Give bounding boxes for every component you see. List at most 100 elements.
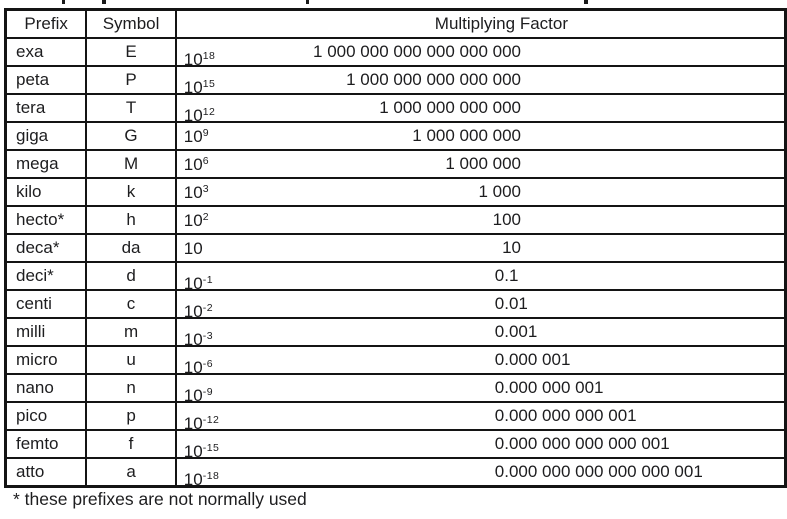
exponent: -2 bbox=[202, 302, 214, 315]
col-header-symbol: Symbol bbox=[85, 8, 177, 39]
factor-value: 0.000 000 001 bbox=[494, 378, 604, 397]
cropped-title-artifact bbox=[62, 0, 65, 4]
factor-value: 100 bbox=[492, 210, 521, 229]
prefix-cell: giga bbox=[4, 121, 88, 151]
factor-value: 0.000 000 000 000 001 bbox=[494, 434, 670, 453]
symbol-cell: M bbox=[85, 149, 177, 179]
col-header-prefix: Prefix bbox=[4, 8, 88, 39]
exponent: -3 bbox=[202, 330, 214, 343]
header-row: Prefix Symbol Multiplying Factor bbox=[4, 8, 787, 39]
multiplying-factor-cell: 1018 1 000 000 000 000 000 000 bbox=[174, 37, 787, 70]
table-row: pico p 10-12 0.000 000 000 001 bbox=[4, 401, 787, 432]
power-of-ten: 10-18 bbox=[183, 470, 220, 490]
multiplying-factor-cell: 10-12 0.000 000 000 001 bbox=[174, 401, 787, 432]
factor-value: 10 bbox=[502, 238, 521, 257]
symbol-cell: h bbox=[85, 205, 177, 235]
prefix-cell: tera bbox=[4, 93, 88, 123]
prefix-cell: deci* bbox=[4, 261, 88, 291]
prefix-cell: hecto* bbox=[4, 205, 88, 235]
power-of-ten: 10-3 bbox=[183, 330, 214, 350]
factor-value: 1 000 000 000 000 bbox=[379, 98, 521, 117]
table-row: kilo k 103 1 000 bbox=[4, 177, 787, 207]
power-of-ten: 10-6 bbox=[183, 358, 214, 378]
multiplying-factor-cell: 10-1 0.1 bbox=[174, 261, 787, 294]
table-row: giga G 109 1 000 000 000 bbox=[4, 121, 787, 151]
table-row: atto a 10-18 0.000 000 000 000 000 001 bbox=[4, 457, 787, 490]
power-of-ten: 10-9 bbox=[183, 386, 214, 406]
power-of-ten: 1018 bbox=[183, 50, 216, 70]
power-of-ten: 102 bbox=[183, 211, 210, 231]
table-row: hecto* h 102 100 bbox=[4, 205, 787, 235]
multiplying-factor-cell: 10-6 0.000 001 bbox=[174, 345, 787, 378]
power-of-ten: 109 bbox=[183, 127, 210, 147]
cropped-title-artifact bbox=[584, 0, 588, 4]
symbol-cell: k bbox=[85, 177, 177, 207]
cropped-title-artifact bbox=[102, 0, 106, 4]
factor-value: 1 000 000 000 000 000 000 bbox=[313, 42, 521, 61]
prefix-cell: pico bbox=[4, 401, 88, 431]
exponent: -12 bbox=[202, 414, 220, 427]
power-of-ten: 10-15 bbox=[183, 442, 220, 462]
exponent: -18 bbox=[202, 470, 220, 483]
table-row: peta P 1015 1 000 000 000 000 000 bbox=[4, 65, 787, 98]
factor-value: 1 000 000 000 000 000 bbox=[346, 70, 521, 89]
exponent: 3 bbox=[202, 183, 210, 196]
symbol-cell: G bbox=[85, 121, 177, 151]
multiplying-factor-cell: 10-2 0.01 bbox=[174, 289, 787, 322]
table-row: tera T 1012 1 000 000 000 000 bbox=[4, 93, 787, 126]
factor-value: 0.001 bbox=[494, 322, 538, 341]
prefix-cell: kilo bbox=[4, 177, 88, 207]
symbol-cell: P bbox=[85, 65, 177, 95]
table-header: Prefix Symbol Multiplying Factor bbox=[4, 8, 787, 39]
multiplying-factor-cell: 106 1 000 000 bbox=[174, 149, 787, 179]
si-prefix-table: Prefix Symbol Multiplying Factor exa E 101… bbox=[4, 8, 787, 488]
symbol-cell: f bbox=[85, 429, 177, 459]
prefix-cell: milli bbox=[4, 317, 88, 347]
exponent: 9 bbox=[202, 127, 210, 140]
exponent: 15 bbox=[202, 78, 216, 91]
prefix-cell: mega bbox=[4, 149, 88, 179]
factor-value: 1 000 000 bbox=[445, 154, 521, 173]
power-of-ten: 10 bbox=[183, 239, 203, 259]
footnote: * these prefixes are not normally used bbox=[13, 489, 307, 509]
symbol-cell: n bbox=[85, 373, 177, 403]
table-row: mega M 106 1 000 000 bbox=[4, 149, 787, 179]
multiplying-factor-cell: 1015 1 000 000 000 000 000 bbox=[174, 65, 787, 98]
power-of-ten: 1012 bbox=[183, 106, 216, 126]
prefix-cell: femto bbox=[4, 429, 88, 459]
symbol-cell: da bbox=[85, 233, 177, 263]
power-of-ten: 10-2 bbox=[183, 302, 214, 322]
prefix-cell: nano bbox=[4, 373, 88, 403]
multiplying-factor-cell: 10-18 0.000 000 000 000 000 001 bbox=[174, 457, 787, 490]
symbol-cell: T bbox=[85, 93, 177, 123]
multiplying-factor-cell: 109 1 000 000 000 bbox=[174, 121, 787, 151]
table-row: deci* d 10-1 0.1 bbox=[4, 261, 787, 294]
symbol-cell: a bbox=[85, 457, 177, 488]
multiplying-factor-cell: 1012 1 000 000 000 000 bbox=[174, 93, 787, 126]
multiplying-factor-cell: 102 100 bbox=[174, 205, 787, 235]
power-of-ten: 10-1 bbox=[183, 274, 214, 294]
prefix-cell: centi bbox=[4, 289, 88, 319]
symbol-cell: d bbox=[85, 261, 177, 291]
factor-value: 1 000 000 000 bbox=[412, 126, 521, 145]
factor-value: 0.000 000 000 001 bbox=[494, 406, 637, 425]
table-row: exa E 1018 1 000 000 000 000 000 000 bbox=[4, 37, 787, 70]
table-row: nano n 10-9 0.000 000 001 bbox=[4, 373, 787, 406]
table-row: femto f 10-15 0.000 000 000 000 001 bbox=[4, 429, 787, 462]
prefix-cell: deca* bbox=[4, 233, 88, 263]
multiplying-factor-cell: 10-9 0.000 000 001 bbox=[174, 373, 787, 406]
power-of-ten: 103 bbox=[183, 183, 210, 203]
factor-value: 0.1 bbox=[494, 266, 519, 285]
symbol-cell: p bbox=[85, 401, 177, 431]
factor-value: 1 000 bbox=[478, 182, 521, 201]
exponent: -1 bbox=[202, 274, 214, 287]
exponent: 2 bbox=[202, 211, 210, 224]
multiplying-factor-cell: 10-3 0.001 bbox=[174, 317, 787, 350]
exponent: 12 bbox=[202, 106, 216, 119]
power-of-ten: 1015 bbox=[183, 78, 216, 98]
table-body: exa E 1018 1 000 000 000 000 000 000 peta P 10… bbox=[4, 37, 787, 490]
table-row: micro u 10-6 0.000 001 bbox=[4, 345, 787, 378]
exponent: -6 bbox=[202, 358, 214, 371]
prefix-cell: exa bbox=[4, 37, 88, 67]
